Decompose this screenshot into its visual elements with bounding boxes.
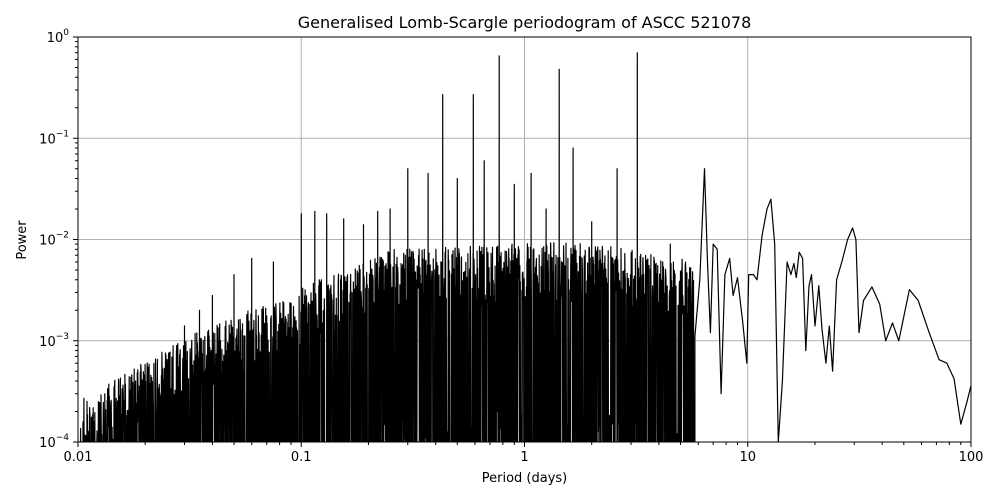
y-tick-label: 100 bbox=[47, 28, 70, 46]
x-tick-label: 0.1 bbox=[291, 450, 312, 465]
x-tick-label: 1 bbox=[520, 450, 528, 465]
x-tick-label: 10 bbox=[739, 450, 756, 465]
chart-title: Generalised Lomb-Scargle periodogram of … bbox=[298, 13, 752, 32]
axis-ticks bbox=[73, 36, 972, 447]
y-tick-label: 10−3 bbox=[39, 332, 69, 350]
x-tick-label: 100 bbox=[959, 450, 984, 465]
y-tick-label: 10−4 bbox=[39, 433, 69, 451]
x-axis-label: Period (days) bbox=[482, 471, 568, 486]
x-tick-labels: 0.01 0.1 1 10 100 bbox=[64, 450, 984, 465]
x-tick-label: 0.01 bbox=[64, 450, 93, 465]
y-tick-label: 10−1 bbox=[39, 129, 69, 147]
y-tick-labels: 100 10−1 10−2 10−3 10−4 bbox=[39, 28, 69, 451]
power-series-line bbox=[79, 52, 971, 442]
y-axis-label: Power bbox=[15, 220, 30, 260]
y-tick-label: 10−2 bbox=[39, 231, 69, 249]
